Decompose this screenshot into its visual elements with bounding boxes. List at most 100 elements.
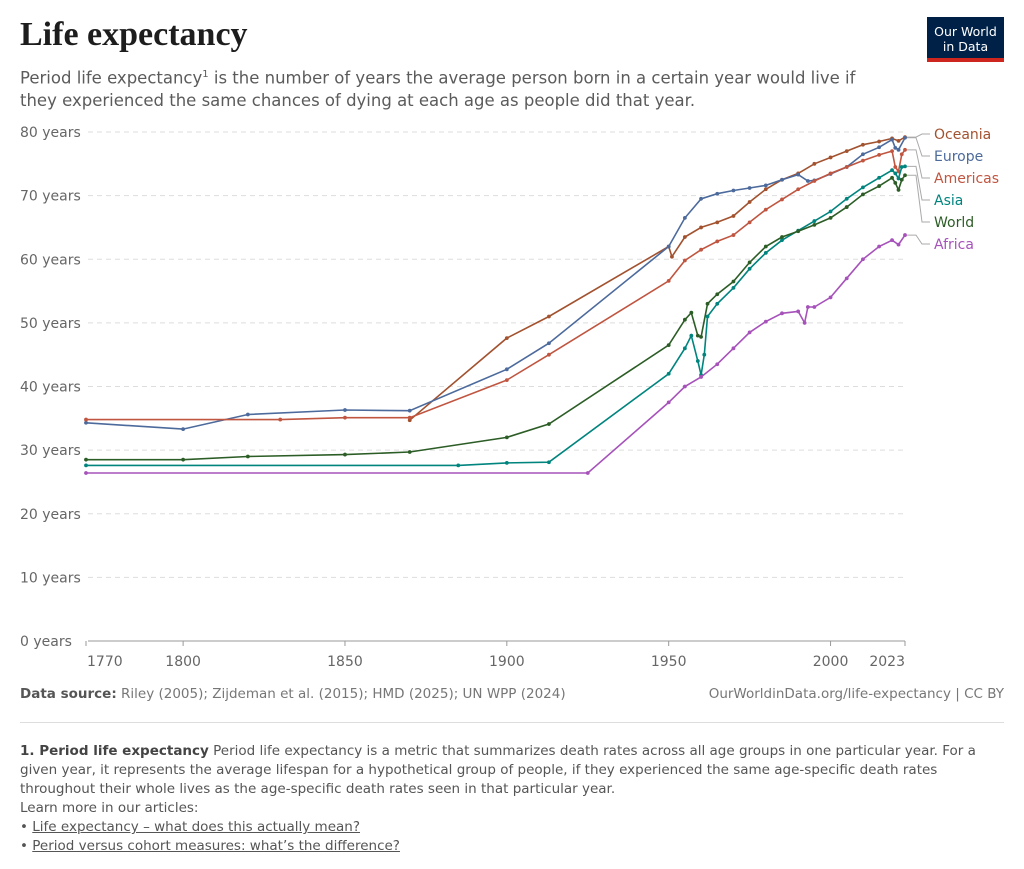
point	[547, 352, 551, 357]
point	[844, 205, 849, 209]
y-tick-label: 70 years	[20, 189, 81, 205]
point	[689, 333, 694, 338]
y-tick-label: 20 years	[20, 507, 81, 523]
point	[666, 244, 671, 249]
label-connector	[907, 149, 930, 179]
point	[715, 239, 720, 244]
legend-label: Americas	[934, 171, 999, 187]
point	[699, 375, 703, 379]
point	[802, 320, 807, 325]
line	[409, 136, 906, 421]
point	[763, 319, 768, 324]
article-link[interactable]: Period versus cohort measures: what’s th…	[32, 838, 400, 854]
point	[828, 295, 833, 300]
point	[877, 153, 882, 157]
point	[903, 147, 907, 152]
point	[890, 168, 894, 173]
x-tick-label: 1950	[651, 654, 687, 670]
point	[877, 184, 882, 188]
point	[844, 276, 849, 281]
label-connector	[907, 137, 930, 157]
point	[861, 152, 865, 157]
point	[343, 408, 347, 412]
line	[86, 234, 906, 474]
point	[699, 196, 703, 201]
point	[893, 181, 898, 185]
point	[731, 188, 736, 193]
y-tick-label: 50 years	[20, 316, 81, 332]
point	[828, 171, 833, 176]
point	[343, 452, 347, 457]
point	[705, 301, 710, 306]
point	[245, 454, 250, 459]
point	[715, 292, 720, 297]
point	[670, 254, 674, 259]
point	[828, 215, 833, 220]
notes: 1. Period life expectancy Period life ex…	[20, 743, 976, 854]
logo[interactable]: Our World in Data	[927, 17, 1004, 62]
point	[699, 225, 703, 230]
point	[844, 196, 849, 201]
point	[896, 147, 901, 152]
url[interactable]: OurWorldinData.org/life-expectancy | CC …	[708, 686, 1004, 702]
point	[812, 219, 817, 223]
point	[695, 333, 700, 338]
point	[844, 165, 849, 169]
x-tick-label: 1770	[87, 654, 123, 670]
label-connector	[907, 133, 930, 138]
point	[504, 460, 509, 465]
point	[763, 250, 768, 255]
point	[84, 463, 88, 468]
subtitle-text: is the number of years the average perso…	[20, 68, 856, 110]
source-text: Riley (2005); Zijdeman et al. (2015); HM…	[116, 686, 566, 702]
point	[805, 305, 810, 309]
point	[715, 220, 720, 225]
point	[877, 244, 882, 249]
point	[763, 207, 768, 212]
y-tick-label: 10 years	[20, 570, 81, 586]
point	[893, 171, 898, 176]
point	[890, 238, 894, 243]
point	[763, 183, 768, 188]
y-tick-label: 0 years	[20, 634, 72, 650]
note-text: Period life expectancy is a metric that …	[20, 743, 976, 797]
y-tick-label: 60 years	[20, 252, 81, 268]
point	[504, 378, 509, 383]
point	[896, 242, 901, 247]
point	[899, 152, 904, 157]
point	[896, 176, 901, 181]
point	[844, 149, 849, 153]
point	[747, 330, 752, 335]
point	[796, 172, 801, 177]
footnote-mark: 1	[202, 69, 209, 80]
point	[796, 187, 801, 192]
point	[896, 187, 901, 192]
point	[666, 343, 671, 348]
y-tick-label: 40 years	[20, 380, 81, 396]
point	[695, 359, 700, 363]
point	[893, 146, 898, 150]
point	[861, 257, 865, 262]
label-connector	[907, 234, 930, 245]
point	[547, 422, 551, 426]
point	[84, 471, 88, 475]
line	[86, 165, 906, 467]
point	[504, 367, 509, 372]
point	[828, 209, 833, 214]
point	[731, 346, 736, 351]
source: Data source: Riley (2005); Zijdeman et a…	[20, 686, 566, 702]
point	[731, 285, 736, 290]
point	[731, 279, 736, 284]
point	[861, 185, 865, 190]
legend-label: Africa	[934, 237, 974, 253]
article-link[interactable]: Life expectancy – what does this actuall…	[32, 819, 360, 835]
point	[84, 417, 88, 422]
point	[812, 305, 817, 309]
point	[899, 177, 904, 182]
legend-label: Europe	[934, 149, 983, 165]
point	[689, 310, 694, 315]
point	[715, 362, 720, 367]
point	[343, 415, 347, 420]
point	[682, 258, 687, 263]
